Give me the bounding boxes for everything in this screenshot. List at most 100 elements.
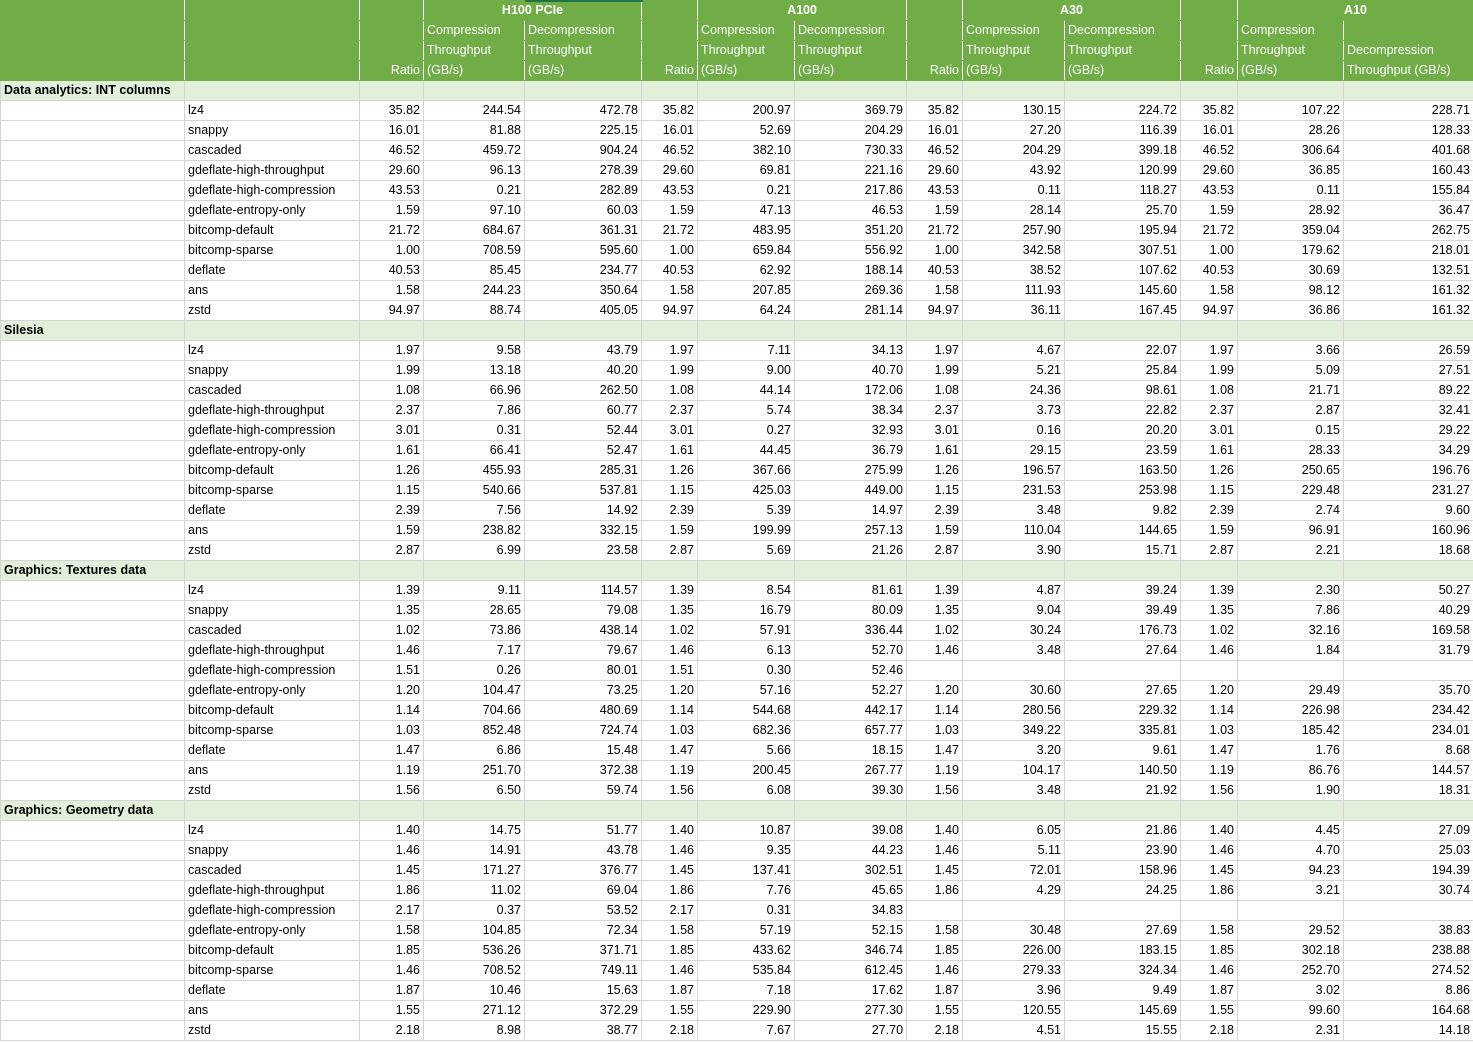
value-cell[interactable]: 29.60	[359, 160, 424, 181]
value-cell[interactable]: 1.97	[906, 340, 964, 361]
value-cell[interactable]: 1.84	[1237, 640, 1345, 661]
value-cell[interactable]: 24.25	[1064, 880, 1182, 901]
value-cell[interactable]: 5.69	[697, 540, 795, 561]
algorithm-name-cell[interactable]: snappy	[184, 360, 360, 381]
value-cell[interactable]: 749.11	[524, 960, 642, 981]
value-cell[interactable]: 32.16	[1237, 620, 1345, 641]
value-cell[interactable]: 1.55	[1180, 1000, 1239, 1021]
value-cell[interactable]	[1237, 900, 1345, 921]
value-cell[interactable]: 30.74	[1343, 880, 1473, 901]
value-cell[interactable]: 40.53	[1180, 260, 1239, 281]
value-cell[interactable]: 50.27	[1343, 580, 1473, 601]
value-cell[interactable]: 708.52	[423, 960, 525, 981]
value-cell[interactable]: 172.06	[793, 380, 908, 401]
value-cell[interactable]: 1.19	[906, 760, 964, 781]
value-cell[interactable]: 1.61	[641, 440, 698, 461]
value-cell[interactable]: 169.58	[1343, 620, 1473, 641]
value-cell[interactable]: 21.86	[1064, 820, 1182, 841]
value-cell[interactable]: 449.00	[793, 480, 908, 501]
value-cell[interactable]: 8.86	[1343, 980, 1473, 1001]
value-cell[interactable]: 94.23	[1237, 860, 1345, 881]
value-cell[interactable]: 306.64	[1237, 140, 1345, 161]
cell[interactable]	[0, 980, 185, 1001]
value-cell[interactable]: 324.34	[1064, 960, 1182, 981]
value-cell[interactable]	[906, 900, 964, 921]
gpu-header-a10[interactable]: A10	[1237, 0, 1473, 21]
value-cell[interactable]: 36.47	[1343, 200, 1473, 221]
cell[interactable]	[1237, 320, 1345, 341]
cell[interactable]	[0, 180, 185, 201]
algorithm-name-cell[interactable]: gdeflate-entropy-only	[184, 680, 360, 701]
value-cell[interactable]: 2.30	[1237, 580, 1345, 601]
value-cell[interactable]: 44.23	[793, 840, 908, 861]
cell[interactable]	[1180, 560, 1239, 581]
value-cell[interactable]: 34.13	[793, 340, 908, 361]
cell[interactable]	[0, 460, 185, 481]
value-cell[interactable]: 2.17	[641, 900, 698, 921]
value-cell[interactable]: 1.58	[359, 280, 424, 301]
cell[interactable]	[0, 540, 185, 561]
cell[interactable]	[1237, 560, 1345, 581]
value-cell[interactable]: 29.60	[641, 160, 698, 181]
value-cell[interactable]: 2.39	[906, 500, 964, 521]
value-cell[interactable]: 267.77	[793, 760, 908, 781]
value-cell[interactable]	[1237, 660, 1345, 681]
value-cell[interactable]: 128.33	[1343, 120, 1473, 141]
value-cell[interactable]: 15.48	[524, 740, 642, 761]
value-cell[interactable]: 38.34	[793, 400, 908, 421]
section-title[interactable]: Silesia	[0, 320, 185, 341]
value-cell[interactable]: 194.39	[1343, 860, 1473, 881]
value-cell[interactable]: 3.48	[962, 500, 1066, 521]
value-cell[interactable]: 46.52	[641, 140, 698, 161]
value-cell[interactable]: 3.01	[1180, 420, 1239, 441]
value-cell[interactable]: 1.47	[1180, 740, 1239, 761]
value-cell[interactable]: 229.90	[697, 1000, 795, 1021]
value-cell[interactable]: 104.85	[423, 920, 525, 941]
algorithm-name-cell[interactable]: deflate	[184, 260, 360, 281]
algorithm-name-cell[interactable]: gdeflate-high-throughput	[184, 640, 360, 661]
h100-comp-header[interactable]: Compression	[423, 20, 525, 41]
value-cell[interactable]: 231.27	[1343, 480, 1473, 501]
value-cell[interactable]: 4.70	[1237, 840, 1345, 861]
value-cell[interactable]: 38.83	[1343, 920, 1473, 941]
cell[interactable]	[0, 300, 185, 321]
cell[interactable]	[359, 320, 424, 341]
value-cell[interactable]: 1.15	[641, 480, 698, 501]
value-cell[interactable]: 0.37	[423, 900, 525, 921]
value-cell[interactable]: 234.77	[524, 260, 642, 281]
value-cell[interactable]: 1.59	[641, 200, 698, 221]
value-cell[interactable]	[1343, 660, 1473, 681]
algorithm-name-cell[interactable]: lz4	[184, 820, 360, 841]
value-cell[interactable]: 52.46	[793, 660, 908, 681]
value-cell[interactable]: 52.47	[524, 440, 642, 461]
value-cell[interactable]: 160.96	[1343, 520, 1473, 541]
cell[interactable]	[0, 480, 185, 501]
value-cell[interactable]: 44.14	[697, 380, 795, 401]
cell[interactable]	[0, 140, 185, 161]
value-cell[interactable]: 1.85	[641, 940, 698, 961]
value-cell[interactable]: 1.59	[1180, 520, 1239, 541]
value-cell[interactable]: 24.36	[962, 380, 1066, 401]
cell[interactable]	[423, 800, 525, 821]
value-cell[interactable]: 274.52	[1343, 960, 1473, 981]
a100-ratio-header[interactable]: Ratio	[641, 60, 698, 81]
value-cell[interactable]: 104.17	[962, 760, 1066, 781]
value-cell[interactable]: 35.82	[641, 100, 698, 121]
value-cell[interactable]: 1.86	[641, 880, 698, 901]
value-cell[interactable]: 36.11	[962, 300, 1066, 321]
value-cell[interactable]: 21.72	[359, 220, 424, 241]
value-cell[interactable]: 1.51	[359, 660, 424, 681]
value-cell[interactable]: 369.79	[793, 100, 908, 121]
value-cell[interactable]: 1.58	[641, 280, 698, 301]
value-cell[interactable]: 52.27	[793, 680, 908, 701]
cell[interactable]	[641, 320, 698, 341]
value-cell[interactable]: 22.82	[1064, 400, 1182, 421]
value-cell[interactable]: 251.70	[423, 760, 525, 781]
value-cell[interactable]: 4.51	[962, 1020, 1066, 1041]
value-cell[interactable]: 351.20	[793, 220, 908, 241]
value-cell[interactable]: 1.20	[359, 680, 424, 701]
algorithm-name-cell[interactable]: gdeflate-high-throughput	[184, 880, 360, 901]
cell[interactable]	[1180, 800, 1239, 821]
value-cell[interactable]: 1.39	[359, 580, 424, 601]
value-cell[interactable]: 5.66	[697, 740, 795, 761]
